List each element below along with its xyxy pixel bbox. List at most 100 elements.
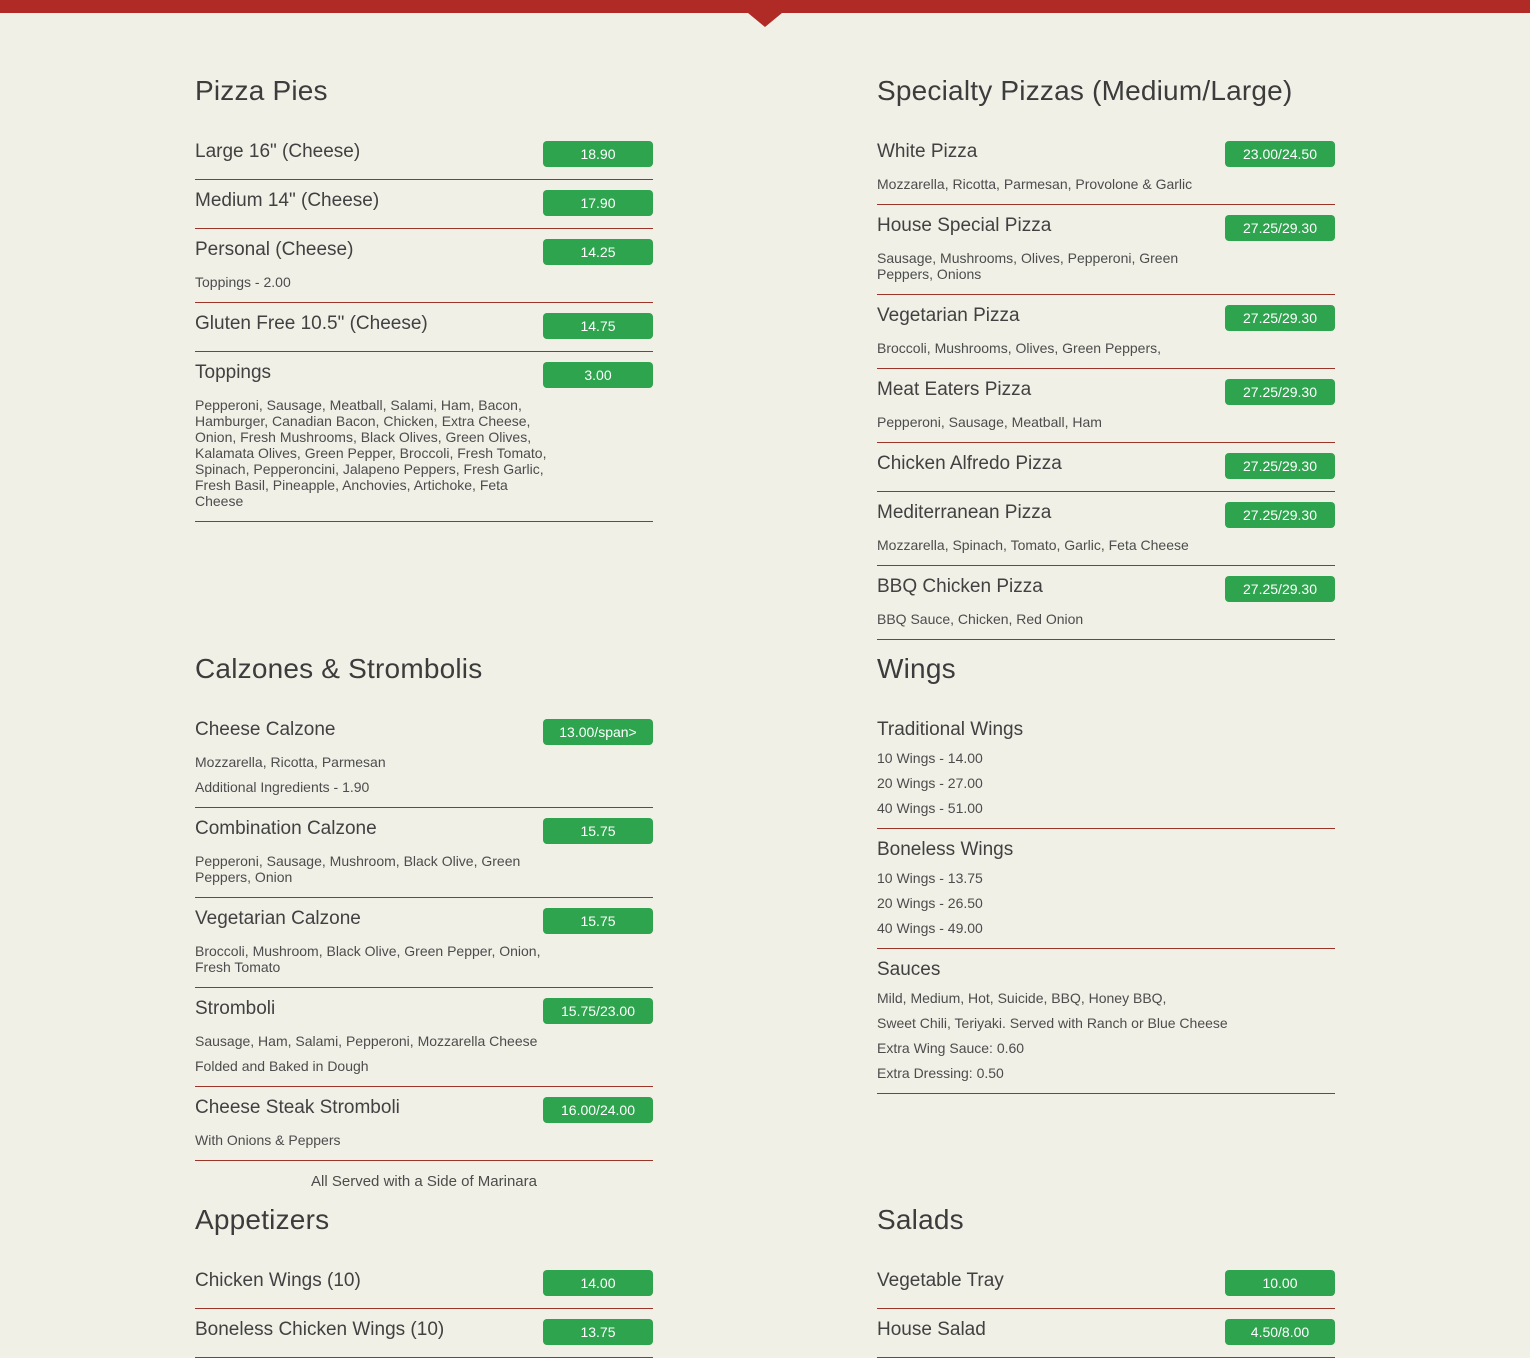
section-title: Specialty Pizzas (Medium/Large) [877,75,1293,106]
menu-item-header: Vegetarian Pizza 27.25/29.30 [877,305,1335,331]
price-badge: 16.00/24.00 [543,1097,653,1123]
menu-section-pizza-pies: Pizza Pies Large 16" (Cheese) 18.90 Medium … [195,74,653,522]
price-badge: 3.00 [543,362,653,388]
section-title: Pizza Pies [195,75,328,106]
menu-item-description: Folded and Baked in Dough [195,1058,369,1074]
menu-item-header: Gluten Free 10.5" (Cheese) 14.75 [195,313,653,339]
price-badge: 27.25/29.30 [1225,576,1335,602]
menu-item-name: Large 16" (Cheese) [195,141,361,162]
menu-item-header: Sauces [877,959,1335,981]
menu-item-header: House Salad 4.50/8.00 [877,1319,1335,1345]
menu-item: Medium 14" (Cheese) 17.90 [195,180,653,229]
menu-item-header: Toppings 3.00 [195,362,653,388]
menu-item-description: BBQ Sauce, Chicken, Red Onion [877,611,1084,627]
menu-item-name: Stromboli [195,998,276,1019]
menu-item-name: Traditional Wings [877,719,1024,740]
menu-item-name: Boneless Chicken Wings (10) [195,1319,445,1340]
price-badge: 27.25/29.30 [1225,305,1335,331]
price-badge: 17.90 [543,190,653,216]
menu-section-appetizers: Appetizers Chicken Wings (10) 14.00 Boneles… [195,1203,653,1358]
menu-item-header: Cheese Steak Stromboli 16.00/24.00 [195,1097,653,1123]
menu-item: Gluten Free 10.5" (Cheese) 14.75 [195,303,653,352]
menu-item: Cheese Calzone 13.00/span> Mozzarella, Ric… [195,709,653,808]
menu-item-description: 10 Wings - 14.00 [877,750,983,766]
price-badge: 15.75 [543,908,653,934]
menu-item-name: Personal (Cheese) [195,239,354,260]
menu-item-name: Mediterranean Pizza [877,502,1052,523]
menu-item: Boneless Wings 10 Wings - 13.75 20 Wings -… [877,829,1335,949]
menu-item-header: Chicken Alfredo Pizza 27.25/29.30 [877,453,1335,479]
price-badge: 4.50/8.00 [1225,1319,1335,1345]
menu-item-name: Vegetarian Calzone [195,908,361,929]
price-badge: 13.00/span> [543,719,653,745]
menu-item-name: Medium 14" (Cheese) [195,190,380,211]
menu-item-description: Additional Ingredients - 1.90 [195,779,370,795]
menu-item-description: 40 Wings - 49.00 [877,920,983,936]
menu-item-description: 20 Wings - 26.50 [877,895,983,911]
menu-item-description: Sausage, Ham, Salami, Pepperoni, Mozzare… [195,1033,538,1049]
menu-item-name: Meat Eaters Pizza [877,379,1032,400]
menu-item-description: Pepperoni, Sausage, Meatball, Salami, Ha… [195,397,547,509]
menu-section-calzones-strombolis: Calzones & Strombolis Cheese Calzone 13.00… [195,652,653,1191]
menu-item-name: Vegetable Tray [877,1270,1004,1291]
menu-item: Toppings 3.00 Pepperoni, Sausage, Meatball… [195,352,653,522]
menu-item-name: Combination Calzone [195,818,377,839]
menu-item-name: House Salad [877,1319,986,1340]
section-title: Wings [877,653,956,684]
menu-item: Chicken Alfredo Pizza 27.25/29.30 [877,443,1335,492]
menu-item-header: Boneless Wings [877,839,1335,861]
menu-item-description: Mozzarella, Spinach, Tomato, Garlic, Fet… [877,537,1189,553]
menu-item: Personal (Cheese) 14.25 Toppings - 2.00 [195,229,653,303]
menu-item: Traditional Wings 10 Wings - 14.00 20 Wing… [877,709,1335,829]
price-badge: 10.00 [1225,1270,1335,1296]
menu-item-name: Boneless Wings [877,839,1014,860]
menu-item: Combination Calzone 15.75 Pepperoni, Sausa… [195,808,653,898]
menu-item-header: Mediterranean Pizza 27.25/29.30 [877,502,1335,528]
menu-item: Stromboli 15.75/23.00 Sausage, Ham, Salami… [195,988,653,1087]
section-footnote: All Served with a Side of Marinara [311,1173,537,1190]
section-title: Appetizers [195,1204,330,1235]
menu-item-name: Cheese Steak Stromboli [195,1097,400,1118]
menu-item-description: Broccoli, Mushroom, Black Olive, Green P… [195,943,541,975]
menu-item-description: Extra Dressing: 0.50 [877,1065,1004,1081]
menu-item-description: Pepperoni, Sausage, Mushroom, Black Oliv… [195,853,521,885]
menu-grid: Pizza Pies Large 16" (Cheese) 18.90 Medium … [195,13,1335,1358]
menu-item-description: Extra Wing Sauce: 0.60 [877,1040,1025,1056]
menu-item: House Special Pizza 27.25/29.30 Sausage, M… [877,205,1335,295]
price-badge: 15.75 [543,818,653,844]
menu-item-description: Pepperoni, Sausage, Meatball, Ham [877,414,1102,430]
menu-item-description: 20 Wings - 27.00 [877,775,983,791]
price-badge: 27.25/29.30 [1225,502,1335,528]
price-badge: 14.25 [543,239,653,265]
menu-item-name: Vegetarian Pizza [877,305,1020,326]
menu-item-name: White Pizza [877,141,978,162]
menu-item-header: Stromboli 15.75/23.00 [195,998,653,1024]
menu-item-description: 10 Wings - 13.75 [877,870,983,886]
section-title: Salads [877,1204,964,1235]
down-arrow-icon [748,13,782,27]
menu-item-name: BBQ Chicken Pizza [877,576,1043,597]
menu-item: Vegetarian Calzone 15.75 Broccoli, Mushroo… [195,898,653,988]
menu-item-header: BBQ Chicken Pizza 27.25/29.30 [877,576,1335,602]
section-title: Calzones & Strombolis [195,653,483,684]
menu-item-header: Traditional Wings [877,719,1335,741]
price-badge: 27.25/29.30 [1225,453,1335,479]
price-badge: 27.25/29.30 [1225,215,1335,241]
menu-item: Chicken Wings (10) 14.00 [195,1260,653,1309]
menu-item-header: Vegetable Tray 10.00 [877,1270,1335,1296]
menu-item-description: Mozzarella, Ricotta, Parmesan [195,754,386,770]
price-badge: 18.90 [543,141,653,167]
menu-item: Boneless Chicken Wings (10) 13.75 [195,1309,653,1358]
menu-item-description: Mild, Medium, Hot, Suicide, BBQ, Honey B… [877,990,1167,1006]
menu-item: White Pizza 23.00/24.50 Mozzarella, Ricott… [877,131,1335,205]
price-badge: 13.75 [543,1319,653,1345]
menu-item-header: Meat Eaters Pizza 27.25/29.30 [877,379,1335,405]
menu-item-name: Sauces [877,959,941,980]
menu-item: Cheese Steak Stromboli 16.00/24.00 With On… [195,1087,653,1161]
menu-item: House Salad 4.50/8.00 [877,1309,1335,1358]
menu-item-description: Toppings - 2.00 [195,274,291,290]
menu-section-wings: Wings Traditional Wings 10 Wings - 14.00 20… [877,652,1335,1094]
menu-item-name: Cheese Calzone [195,719,336,740]
menu-item-description: With Onions & Peppers [195,1132,341,1148]
menu-item: Large 16" (Cheese) 18.90 [195,131,653,180]
